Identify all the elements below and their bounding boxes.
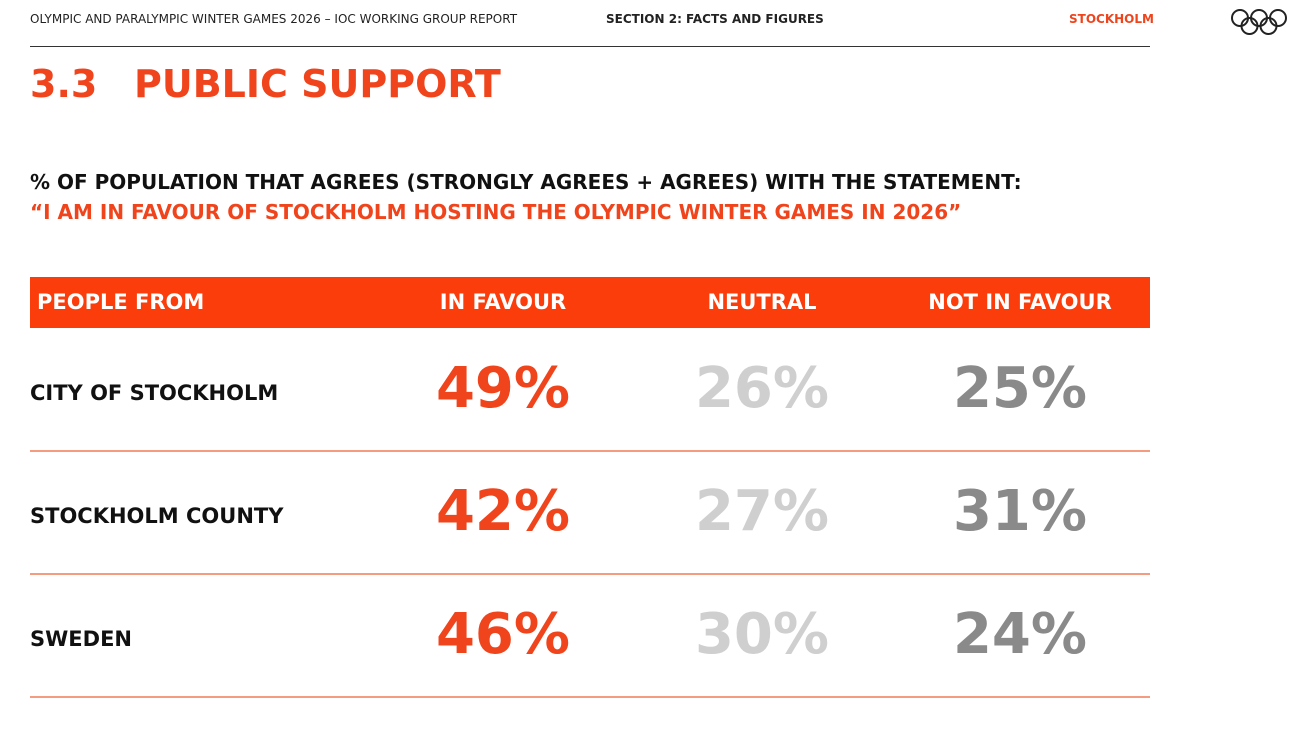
- statement-question: % OF POPULATION THAT AGREES (STRONGLY AG…: [30, 170, 1022, 194]
- row-label: CITY OF STOCKHOLM: [30, 381, 279, 405]
- column-header: NOT IN FAVOUR: [928, 290, 1112, 314]
- olympic-rings: [1231, 9, 1287, 35]
- table-header-bar: [30, 277, 1150, 328]
- city-label: STOCKHOLM: [1069, 12, 1154, 26]
- row-label: STOCKHOLM COUNTY: [30, 504, 284, 528]
- cell-value: 25%: [952, 356, 1088, 421]
- cell-value: 24%: [952, 602, 1088, 667]
- cell-value: 42%: [435, 479, 571, 544]
- cell-value: 26%: [694, 356, 830, 421]
- section-title: PUBLIC SUPPORT: [134, 62, 501, 106]
- cell-value: 49%: [435, 356, 571, 421]
- cell-value: 31%: [952, 479, 1088, 544]
- section-number: 3.3: [30, 62, 98, 106]
- row-divider: [30, 696, 1150, 698]
- cell-value: 30%: [694, 602, 830, 667]
- header-rule: [30, 46, 1150, 47]
- cell-value: 46%: [435, 602, 571, 667]
- section-label: SECTION 2: FACTS AND FIGURES: [606, 12, 824, 26]
- column-header: IN FAVOUR: [439, 290, 567, 314]
- row-divider: [30, 450, 1150, 452]
- column-header: PEOPLE FROM: [37, 290, 205, 314]
- cell-value: 27%: [694, 479, 830, 544]
- column-header: NEUTRAL: [707, 290, 817, 314]
- row-divider: [30, 573, 1150, 575]
- row-label: SWEDEN: [30, 627, 132, 651]
- statement-quote: “I AM IN FAVOUR OF STOCKHOLM HOSTING THE…: [30, 200, 962, 224]
- report-title: OLYMPIC AND PARALYMPIC WINTER GAMES 2026…: [30, 12, 518, 26]
